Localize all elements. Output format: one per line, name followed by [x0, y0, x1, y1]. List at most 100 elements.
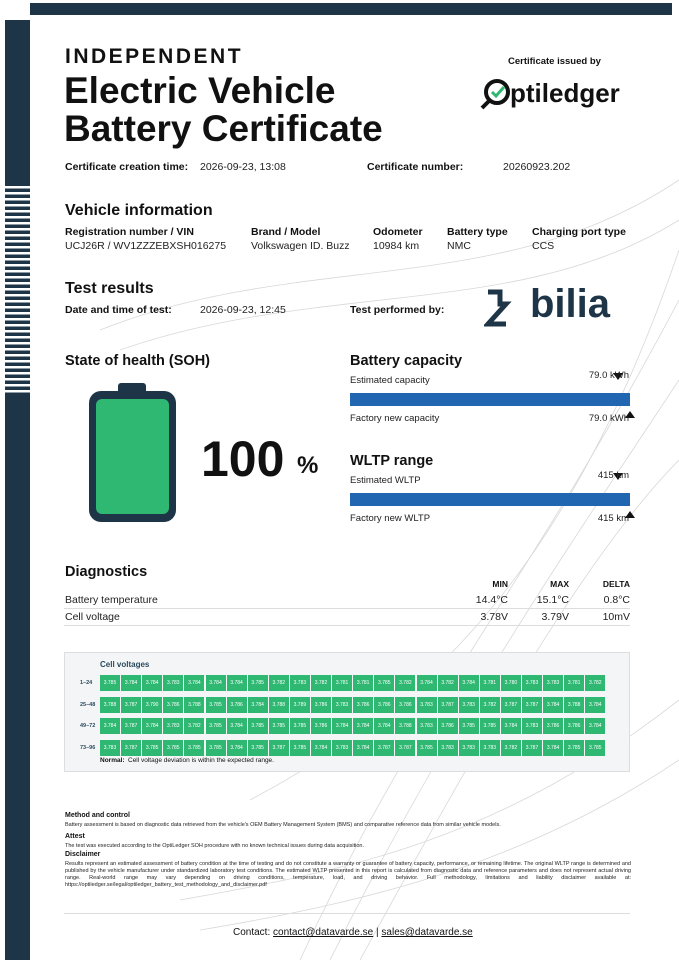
- cell-voltage: 3.785: [100, 675, 120, 691]
- row-value: 0.8°C: [603, 594, 630, 606]
- wltp-bar: [350, 493, 630, 506]
- column-header: DELTA: [602, 579, 630, 589]
- separator: |: [376, 927, 379, 938]
- cell-voltage: 3.788: [395, 718, 416, 734]
- cell-voltage: 3.783: [163, 718, 184, 734]
- stripe: [5, 270, 30, 273]
- cell-voltage: 3.782: [479, 696, 500, 713]
- cell-voltage: 3.783: [163, 675, 184, 691]
- cell-voltage: 3.784: [311, 739, 331, 756]
- stripe: [5, 324, 30, 327]
- value: 79.0 kWh: [588, 370, 629, 381]
- cell-voltage: 3.781: [332, 675, 353, 691]
- row-label: 25–48: [80, 701, 96, 708]
- stripe: [5, 318, 30, 321]
- cell-voltage: 3.783: [332, 739, 353, 756]
- section-text: Battery assessment is based on diagnosti…: [65, 822, 501, 828]
- contact: Contact: contact@datavarde.se | sales@da…: [233, 927, 473, 938]
- cell-voltage: 3.784: [585, 696, 606, 713]
- cell-voltage: 3.784: [184, 675, 205, 691]
- cell-voltage: 3.785: [142, 739, 163, 756]
- stripe: [5, 222, 30, 225]
- cell-voltage: 3.787: [121, 739, 142, 756]
- stripe: [5, 390, 30, 393]
- cell-voltage: 3.784: [353, 718, 374, 734]
- email[interactable]: contact@datavarde.se: [273, 927, 374, 938]
- label: Estimated capacity: [350, 375, 430, 386]
- cell-voltage: 3.782: [585, 675, 606, 691]
- bilia-icon: [484, 289, 512, 327]
- field-value: UCJ26R / WV1ZZZEBXSH016275: [65, 240, 227, 252]
- cell-voltage: 3.784: [585, 718, 606, 734]
- title: Electric Vehicle: [64, 70, 336, 111]
- cell-voltage: 3.783: [522, 675, 542, 691]
- cell-voltage: 3.785: [585, 739, 606, 756]
- cell-voltage: 3.783: [458, 739, 479, 756]
- cell-voltage: 3.784: [226, 675, 247, 691]
- stripe: [5, 354, 30, 357]
- cell-voltage: 3.790: [142, 696, 163, 713]
- cell-voltage: 3.786: [437, 718, 458, 734]
- note: Cell voltage deviation is within the exp…: [128, 757, 274, 764]
- cell-voltage: 3.783: [416, 718, 437, 734]
- cell-voltage: 3.787: [522, 739, 542, 756]
- stripe: [5, 198, 30, 201]
- cell-voltage: 3.785: [184, 739, 205, 756]
- label: Certificate number:: [367, 161, 464, 173]
- heading: Cell voltages: [100, 660, 150, 669]
- row-label: 49–72: [80, 723, 96, 729]
- cell-voltage: 3.782: [395, 675, 416, 691]
- cell-voltage: 3.783: [458, 696, 479, 713]
- cell-voltage: 3.782: [184, 718, 205, 734]
- field-value: CCS: [532, 240, 555, 252]
- cell-voltage: 3.787: [437, 696, 458, 713]
- cell-voltage: 3.783: [479, 739, 500, 756]
- section-title: Disclaimer: [65, 851, 101, 858]
- label: Estimated WLTP: [350, 475, 421, 486]
- stripe: [5, 372, 30, 375]
- cell-voltage: 3.783: [100, 739, 120, 756]
- row-value: 15.1°C: [536, 594, 569, 606]
- cell-voltage: 3.785: [458, 718, 479, 734]
- email[interactable]: sales@datavarde.se: [381, 927, 473, 938]
- cell-voltage: 3.785: [247, 739, 268, 756]
- stripe: [5, 258, 30, 261]
- stripe: [5, 294, 30, 297]
- cell-voltage: 3.784: [374, 718, 395, 734]
- kicker: INDEPENDENT: [65, 45, 244, 68]
- row-value: 3.79V: [541, 611, 569, 623]
- stripe: [5, 366, 30, 369]
- cell-voltage: 3.785: [268, 718, 289, 734]
- label: Test performed by:: [350, 304, 445, 316]
- label: Certificate creation time:: [65, 161, 189, 173]
- field-value: Volkswagen ID. Buzz: [251, 240, 350, 252]
- soh-unit: %: [297, 452, 319, 479]
- cell-voltage: 3.786: [311, 696, 331, 713]
- stripe: [5, 288, 30, 291]
- label: Factory new capacity: [350, 413, 440, 424]
- stripe: [5, 234, 30, 237]
- cell-voltage: 3.785: [247, 718, 268, 734]
- row-divider: [64, 608, 630, 609]
- note-label: Normal:: [100, 757, 125, 764]
- cell-voltage: 3.784: [543, 696, 564, 713]
- stripe: [5, 228, 30, 231]
- cell-voltage: 3.784: [100, 718, 120, 734]
- stripe: [5, 312, 30, 315]
- cell-voltage: 3.787: [522, 696, 542, 713]
- stripe: [5, 342, 30, 345]
- cell-voltage: 3.784: [226, 718, 247, 734]
- cell-voltage: 3.783: [543, 675, 564, 691]
- section-title: Method and control: [65, 812, 130, 819]
- cell-voltage: 3.784: [142, 718, 163, 734]
- contact-label: Contact:: [233, 927, 271, 938]
- logo-icon: [480, 79, 510, 110]
- cell-voltage: 3.785: [374, 675, 395, 691]
- cell-voltage: 3.786: [226, 696, 247, 713]
- cell-voltage: 3.782: [500, 739, 521, 756]
- field-label: Registration number / VIN: [65, 226, 194, 238]
- row-name: Cell voltage: [65, 611, 120, 623]
- stripe: [5, 204, 30, 207]
- row-divider: [64, 625, 630, 626]
